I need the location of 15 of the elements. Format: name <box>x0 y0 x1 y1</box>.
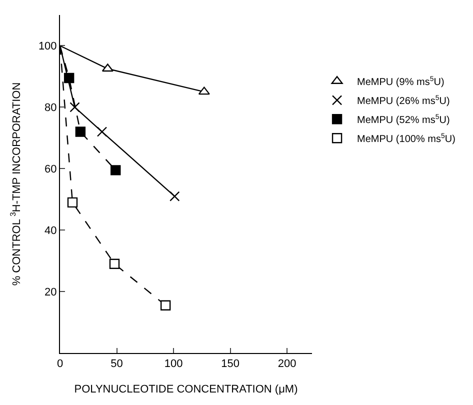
x-tick-label: 50 <box>110 358 123 370</box>
x-tick-label: 150 <box>221 358 240 370</box>
x-tick-label: 0 <box>56 358 64 370</box>
y-tick-label: 20 <box>44 286 57 298</box>
legend-label: MeMPU (9% ms$^{5}$U) <box>357 76 444 88</box>
x-axis-title: POLYNUCLEOTIDE CONCENTRATION (μM) <box>74 383 298 396</box>
legend-label: MeMPU (52% ms$^{5}$U) <box>357 114 450 126</box>
legend-label: MeMPU (26% ms$^{5}$U) <box>357 94 450 108</box>
legend-label: MeMPU (100% ms$^{5}$U) <box>357 132 456 146</box>
x-tick-label: 100 <box>164 358 183 370</box>
y-tick-label: 40 <box>44 224 57 237</box>
y-tick-label: 100 <box>38 40 57 53</box>
x-tick-label: 200 <box>278 358 296 370</box>
y-tick-label: 80 <box>44 102 57 114</box>
y-tick-label: 60 <box>44 163 57 176</box>
